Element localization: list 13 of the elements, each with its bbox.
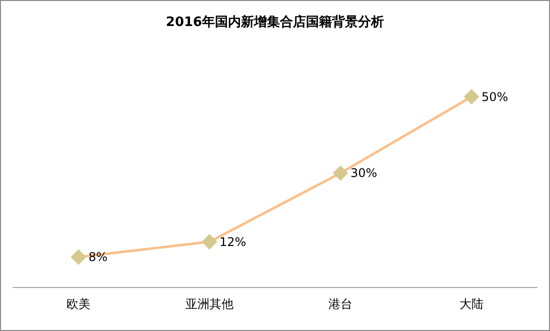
data-label: 50% [482, 90, 508, 104]
point [71, 250, 86, 264]
point [464, 90, 479, 104]
point [333, 166, 348, 180]
x-tick-label: 大陆 [460, 296, 484, 311]
x-tick-label: 亚洲其他 [186, 296, 234, 311]
data-label: 12% [220, 234, 246, 249]
chart-title: 2016年国内新增集合店国籍背景分析 [166, 14, 384, 30]
data-label: 8% [88, 250, 108, 264]
point [202, 234, 217, 250]
x-tick-label: 欧美 [66, 296, 90, 311]
data-label: 30% [350, 166, 378, 180]
x-tick-label: 港台 [328, 296, 352, 311]
